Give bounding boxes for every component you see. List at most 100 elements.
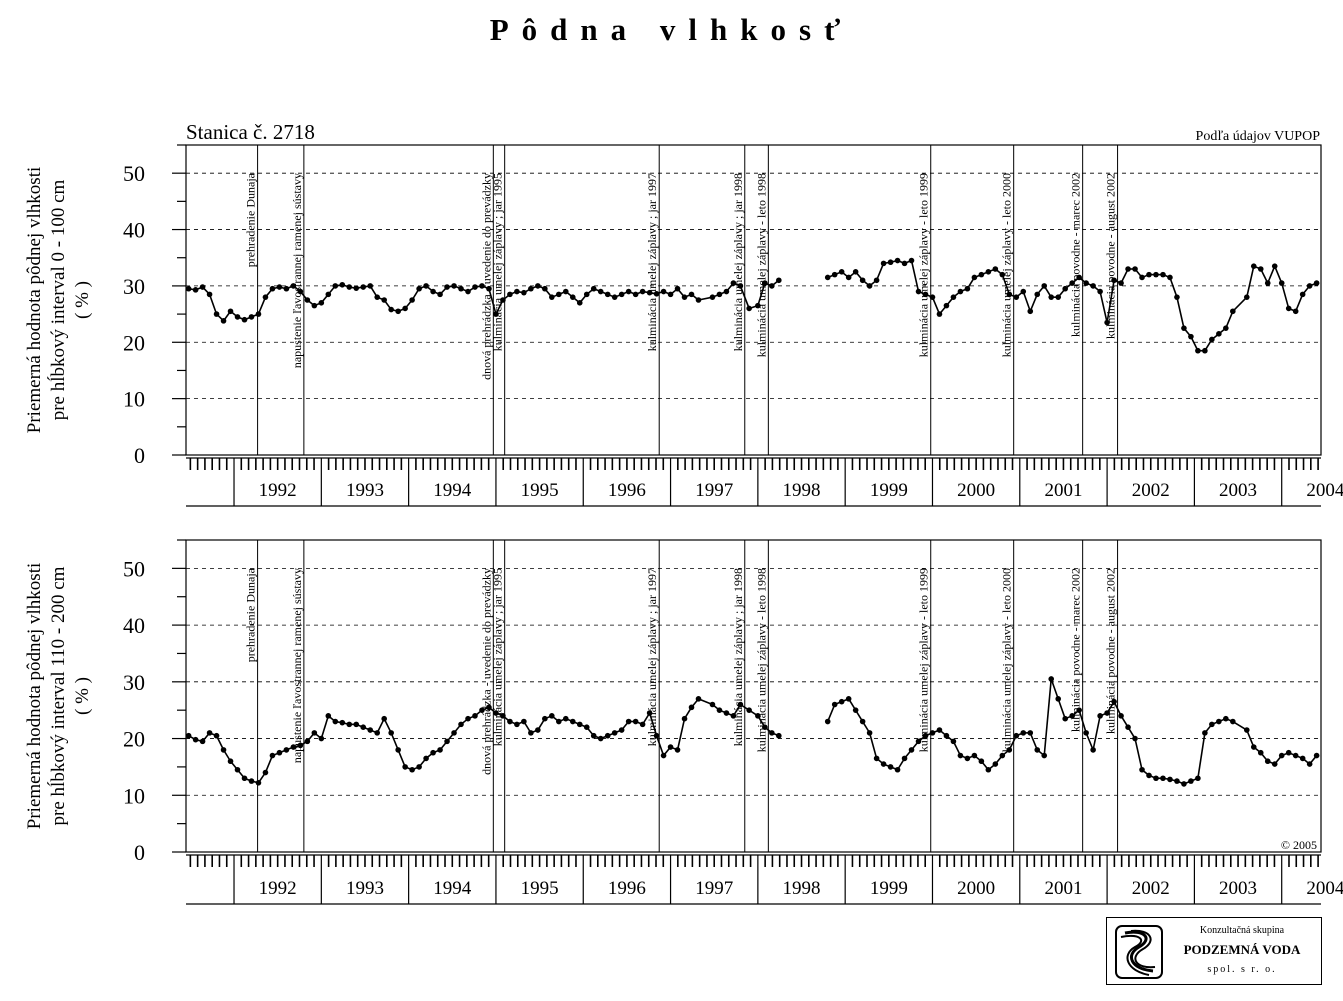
y-tick-label: 50 [123,556,145,581]
data-point [1118,280,1124,286]
data-point [894,766,901,773]
data-point [556,718,562,725]
y-tick-label: 0 [134,840,145,865]
data-point [535,727,541,733]
event-label: kulminácia umelej záplavy ; jar 1998 [731,173,745,351]
series-segment [739,285,750,309]
data-point [1062,715,1068,722]
data-point [472,713,478,719]
logo-top-text: Konzultačná skupina [1199,925,1285,936]
data-point [908,257,915,264]
data-point [1104,319,1110,326]
data-point [604,732,611,739]
event-label: kulminácia povodne - august 2002 [1104,568,1118,734]
x-year-label: 2004 [1306,480,1343,501]
data-point [486,704,492,711]
data-point [1264,758,1271,765]
data-point [423,755,429,762]
data-point [1111,277,1117,284]
data-point [1167,776,1173,783]
data-point [1020,288,1027,295]
data-point [695,297,702,303]
x-year-label: 1995 [521,878,559,899]
y-tick-label: 50 [123,161,145,186]
data-point [451,730,457,736]
data-point [950,294,957,300]
data-point [1125,724,1131,730]
data-point [1285,749,1292,756]
data-point [1020,730,1027,736]
copyright-label: © 2005 [1281,838,1317,852]
data-point [859,277,866,284]
x-year-label: 2003 [1219,480,1257,501]
data-point [873,277,880,284]
event-label: prehradenie Dunaja [244,172,258,267]
series-segment [648,712,658,736]
data-point [746,707,752,713]
data-point [716,291,723,298]
data-point [569,718,576,725]
data-point [985,269,992,275]
series-segment [1246,266,1255,298]
event-label: kulminácia umelej záplavy ; jar 1997 [645,568,659,746]
data-point [507,718,513,725]
data-point [653,291,660,297]
series-segment [1029,294,1038,312]
y-axis-label: Priemerná hodnota pôdnej vlhkosti pre hĺb… [24,167,93,433]
data-point [1313,280,1320,286]
data-point [943,732,950,739]
data-point [838,698,845,705]
data-point [528,285,534,292]
data-point [1034,747,1041,753]
series-segment [1043,678,1053,756]
data-point [957,752,964,759]
data-point [901,260,908,267]
series-segment [1232,296,1248,312]
data-point [688,704,695,711]
event-label: kulminácia umelej záplavy - leto 2000 [1000,173,1014,357]
plot-frame [185,539,1322,853]
data-point [1139,274,1145,281]
data-point [325,713,332,719]
data-point [1006,747,1013,753]
data-point [402,305,408,312]
data-point [992,761,999,767]
data-point [824,274,831,281]
event-label: kulminácia umelej záplavy - leto 2000 [1000,568,1014,752]
data-point [1118,713,1124,719]
series-segment [488,288,497,315]
data-point [576,300,583,306]
y-axis-label-line: pre hĺbkový interval 0 - 100 cm [47,179,69,420]
data-point [660,288,667,295]
data-point [262,294,269,300]
data-point [521,718,527,725]
data-point [999,271,1006,278]
y-tick-label: 40 [123,613,145,638]
data-point [255,779,262,786]
data-point [381,297,387,303]
event-label: kulminácia umelej záplavy ; jar 1995 [491,568,505,746]
data-point [255,311,262,317]
data-point [486,285,492,292]
data-point [1041,752,1048,759]
data-point [353,285,360,291]
x-year-label: 2004 [1306,878,1343,899]
data-point [199,738,206,745]
data-point [880,260,887,267]
series-segment [1294,294,1304,312]
data-point [1181,781,1187,787]
event-label: kulminácia umelej záplavy ; jar 1995 [491,173,505,351]
data-point [576,721,583,728]
data-point [1055,696,1062,702]
data-point [1195,347,1201,354]
data-point [769,730,775,736]
series-segment [1176,297,1185,329]
data-point [556,291,562,298]
data-point [1139,766,1145,773]
data-point [1278,752,1285,759]
data-point [1027,308,1034,315]
data-point [880,761,887,767]
series-segment [757,282,766,306]
series-segment [1267,265,1276,284]
x-year-label: 1992 [259,878,297,899]
